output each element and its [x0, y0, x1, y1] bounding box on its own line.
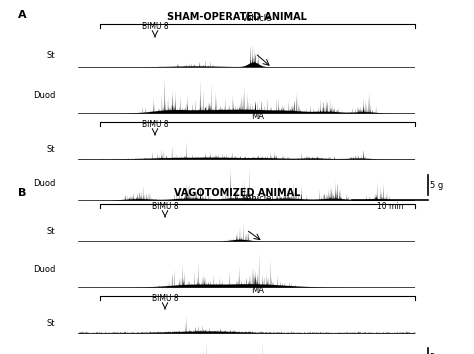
Text: St: St — [46, 320, 55, 329]
Text: MA: MA — [251, 112, 264, 121]
Text: SHAM-OPERATED ANIMAL: SHAM-OPERATED ANIMAL — [167, 12, 307, 22]
Text: Duod: Duod — [33, 178, 55, 188]
Text: BIMU 8: BIMU 8 — [152, 294, 178, 303]
Text: St: St — [46, 145, 55, 154]
Text: Vehicle: Vehicle — [242, 194, 273, 203]
Text: Duod: Duod — [33, 264, 55, 274]
Text: BIMU 8: BIMU 8 — [142, 120, 168, 129]
Text: Vehicle: Vehicle — [242, 14, 273, 23]
Text: 5 g: 5 g — [430, 181, 443, 189]
Text: BIMU 8: BIMU 8 — [152, 202, 178, 211]
Text: BIMU 8: BIMU 8 — [142, 22, 168, 31]
Text: MA: MA — [251, 286, 264, 295]
Text: VAGOTOMIZED ANIMAL: VAGOTOMIZED ANIMAL — [174, 188, 300, 198]
Text: St: St — [46, 228, 55, 236]
Text: B: B — [18, 188, 27, 198]
Text: 10 min: 10 min — [377, 202, 403, 211]
Text: St: St — [46, 51, 55, 59]
Text: A: A — [18, 10, 27, 20]
Text: Duod: Duod — [33, 91, 55, 99]
